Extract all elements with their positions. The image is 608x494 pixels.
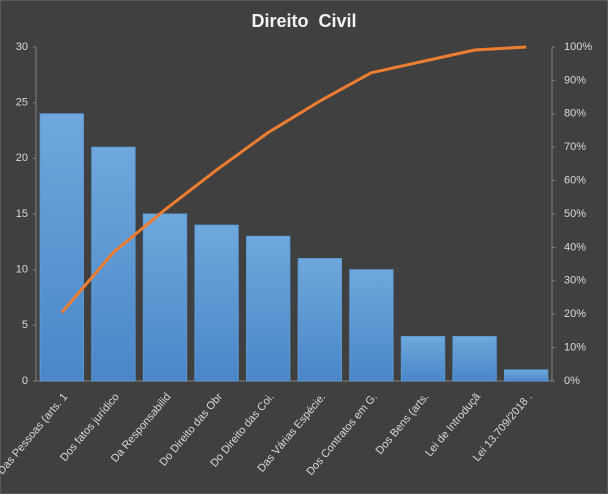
y-tick-label: 5 xyxy=(22,319,28,331)
y2-tick-label: 70% xyxy=(564,141,586,153)
bar xyxy=(246,235,291,382)
y2-tick-label: 30% xyxy=(564,275,586,287)
y2-tick-label: 90% xyxy=(564,74,586,86)
y2-tick-label: 10% xyxy=(564,342,586,354)
bar xyxy=(39,113,84,382)
y2-tick-label: 50% xyxy=(564,208,586,220)
y-tick-label: 25 xyxy=(16,97,28,109)
y-tick-label: 30 xyxy=(16,41,28,53)
y2-tick-label: 40% xyxy=(564,241,586,253)
y2-tick-label: 60% xyxy=(564,175,586,187)
y-tick-label: 15 xyxy=(16,208,28,220)
bar xyxy=(297,258,342,382)
y2-tick-label: 20% xyxy=(564,308,586,320)
bar xyxy=(452,335,497,382)
bar xyxy=(400,335,446,382)
bar xyxy=(142,213,188,382)
bar xyxy=(91,146,136,382)
y2-tick-label: 80% xyxy=(564,108,586,120)
bar xyxy=(194,224,239,382)
bar xyxy=(504,369,549,382)
y-tick-label: 0 xyxy=(22,375,28,387)
bar xyxy=(349,269,394,382)
cumulative-line xyxy=(60,45,527,314)
y2-tick-label: 0% xyxy=(564,375,580,387)
y-tick-label: 10 xyxy=(16,264,28,276)
y2-tick-label: 100% xyxy=(564,41,592,53)
chart-title: Direito Civil xyxy=(251,11,356,31)
y-tick-label: 20 xyxy=(16,152,28,164)
